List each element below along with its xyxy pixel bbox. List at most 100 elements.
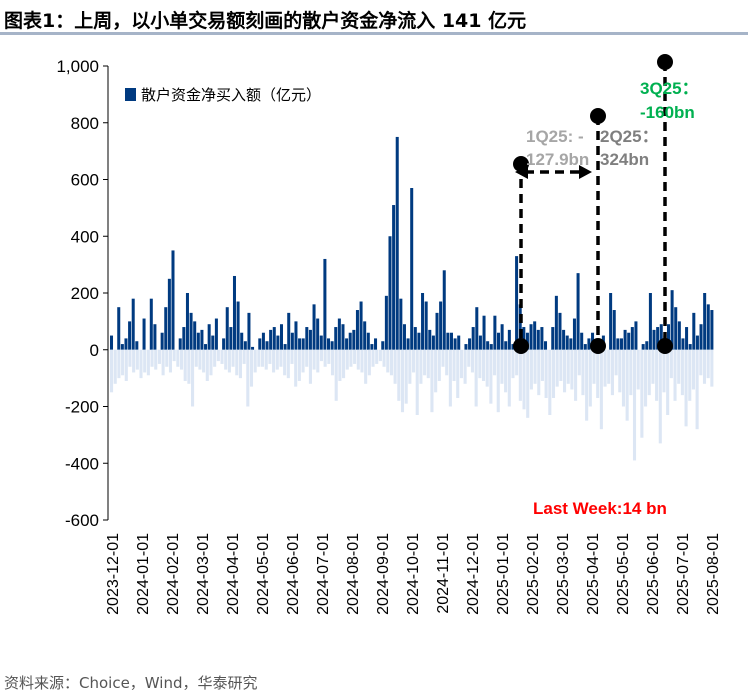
inflow-bar xyxy=(276,335,280,350)
outflow-bar xyxy=(404,349,408,404)
outflow-bar xyxy=(640,349,644,438)
inflow-bar xyxy=(421,293,425,350)
outflow-bar xyxy=(555,349,559,387)
inflow-bar xyxy=(207,324,211,350)
inflow-bar xyxy=(153,324,157,350)
inflow-bar xyxy=(558,312,562,350)
outflow-bar xyxy=(515,349,519,376)
inflow-bar xyxy=(685,327,689,350)
outflow-bar xyxy=(684,349,688,427)
outflow-bar xyxy=(360,349,364,373)
outflow-bar xyxy=(246,349,250,407)
y-tick-label: 400 xyxy=(71,227,99,246)
inflow-bar xyxy=(515,256,519,350)
outflow-bar xyxy=(607,349,611,384)
y-tick-label: -600 xyxy=(65,511,99,530)
outflow-bar xyxy=(533,349,537,384)
source-note: 资料来源：Choice，Wind，华泰研究 xyxy=(4,674,258,692)
outflow-bar xyxy=(305,349,309,367)
inflow-bar xyxy=(619,338,623,350)
inflow-bar xyxy=(392,205,396,350)
chart-title: 图表1：上周，以小单交易额刻画的散户资金净流入 141 亿元 xyxy=(4,10,527,32)
inflow-bar xyxy=(616,338,620,350)
inflow-bar xyxy=(196,332,200,350)
x-tick-label: 2025-08-01 xyxy=(705,533,722,615)
outflow-bar xyxy=(238,349,242,379)
inflow-bar xyxy=(355,310,359,350)
outflow-bar xyxy=(474,349,478,407)
inflow-bar xyxy=(457,335,461,350)
outflow-bar xyxy=(264,349,268,370)
outflow-bar xyxy=(581,349,585,396)
inflow-bar xyxy=(500,324,504,350)
outflow-bar xyxy=(603,349,607,387)
outflow-bar xyxy=(710,349,714,387)
outflow-bar xyxy=(338,349,342,381)
inflow-bar xyxy=(699,324,703,350)
outflow-bar xyxy=(132,349,136,373)
outflow-bar xyxy=(400,349,405,413)
outflow-bar xyxy=(500,349,504,384)
arrow-right-head xyxy=(579,165,592,179)
outflow-bar xyxy=(434,349,438,393)
inflow-bar xyxy=(178,338,182,350)
outflow-bar xyxy=(470,349,475,373)
inflow-bar xyxy=(544,341,548,350)
q3-marker-top xyxy=(657,54,673,70)
outflow-bar xyxy=(680,349,684,396)
outflow-bar xyxy=(592,349,596,384)
inflow-bar xyxy=(287,312,291,350)
outflow-bar xyxy=(493,349,497,376)
inflow-bar xyxy=(522,327,526,350)
outflow-bar xyxy=(275,349,279,370)
inflow-bar xyxy=(569,338,573,350)
outflow-bar xyxy=(651,349,655,384)
outflow-bar xyxy=(481,349,486,381)
title-rule xyxy=(0,32,748,35)
inflow-bar xyxy=(493,315,497,350)
outflow-bar xyxy=(566,349,570,384)
outflow-bar xyxy=(632,349,637,461)
q1-annotation-line2: 127.9bn xyxy=(526,150,589,169)
inflow-bar xyxy=(406,338,410,350)
inflow-bar xyxy=(258,338,262,350)
outflow-bar xyxy=(176,349,180,367)
outflow-bar xyxy=(356,349,360,370)
y-tick-label: -200 xyxy=(65,398,99,417)
inflow-bar xyxy=(348,332,352,350)
outflow-bar xyxy=(261,349,265,367)
outflow-bar xyxy=(695,349,699,430)
inflow-bar xyxy=(363,321,367,350)
outflow-bar xyxy=(699,349,703,376)
outflow-bar xyxy=(522,349,526,410)
outflow-bar xyxy=(669,349,673,379)
inflow-bar xyxy=(214,318,218,350)
outflow-bar xyxy=(467,349,471,367)
inflow-bar xyxy=(428,329,432,350)
inflow-bar xyxy=(142,318,146,350)
inflow-bar xyxy=(319,335,323,350)
x-tick-label: 2025-07-01 xyxy=(675,533,692,615)
inflow-bar xyxy=(189,312,193,350)
chart: 1,000 800 600 400 200 0 -200 -400 -600 2023-12-0… xyxy=(56,54,722,615)
outflow-bar xyxy=(688,349,692,401)
outflow-bar xyxy=(629,349,633,396)
outflow-bar xyxy=(150,349,154,367)
inflow-bar xyxy=(366,332,370,350)
inflow-bar xyxy=(370,344,374,350)
inflow-bar xyxy=(337,318,341,350)
inflow-bar xyxy=(449,332,453,350)
q3-marker-bottom xyxy=(657,338,673,354)
outflow-bar xyxy=(327,349,331,364)
inflow-bar xyxy=(670,290,674,350)
outflow-bar xyxy=(110,349,114,393)
y-tick-label: 1,000 xyxy=(56,57,99,76)
inflow-bar xyxy=(124,338,128,350)
inflow-bar xyxy=(222,338,226,350)
inflow-bar xyxy=(525,332,529,350)
inflow-bar xyxy=(243,341,247,350)
inflow-bar xyxy=(283,344,287,350)
outflow-bar xyxy=(364,349,368,384)
x-tick-label: 2024-09-01 xyxy=(375,533,392,615)
outflow-bar xyxy=(268,349,272,364)
